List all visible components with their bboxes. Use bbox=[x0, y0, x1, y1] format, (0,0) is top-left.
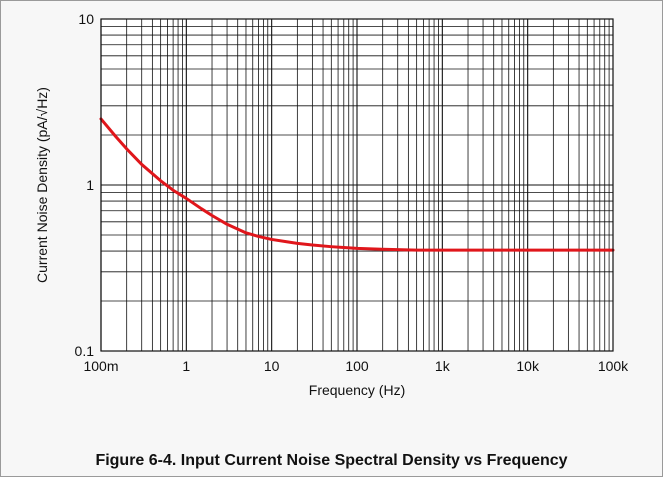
tick-labels: 100m 1 10 100 1k 10k 100k 0.1 1 10 bbox=[75, 11, 630, 374]
y-tick-label: 10 bbox=[78, 11, 94, 27]
x-tick-label: 10k bbox=[516, 358, 540, 374]
grid bbox=[100, 19, 613, 352]
series bbox=[99, 117, 615, 252]
plot-border bbox=[100, 18, 614, 352]
x-tick-label: 1 bbox=[182, 358, 190, 374]
x-tick-label: 100k bbox=[598, 358, 629, 374]
x-tick-label: 100 bbox=[345, 358, 369, 374]
chart: 100m 1 10 100 1k 10k 100k 0.1 1 10 Frequency (Hz)… bbox=[34, 11, 630, 398]
figure-caption: Figure 6-4. Input Current Noise Spectral… bbox=[95, 452, 568, 469]
y-tick-label: 0.1 bbox=[75, 343, 95, 359]
x-tick-label: 10 bbox=[264, 358, 280, 374]
y-tick-label: 1 bbox=[86, 177, 94, 193]
y-axis-label: Current Noise Density (pA/√Hz) bbox=[34, 87, 50, 283]
x-tick-label: 100m bbox=[83, 358, 118, 374]
x-axis-label: Frequency (Hz) bbox=[309, 382, 405, 398]
series-line bbox=[99, 117, 615, 252]
x-tick-label: 1k bbox=[435, 358, 451, 374]
